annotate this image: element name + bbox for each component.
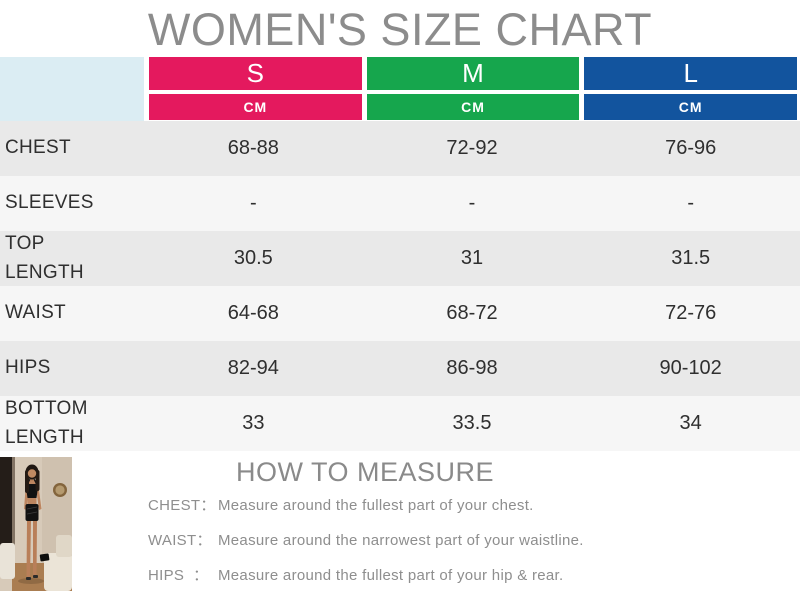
size-column-m: M CM — [366, 57, 580, 121]
cell-sleeves-l: - — [687, 192, 695, 214]
table-row-bottom-length: BOTTOM LENGTH 33 33.5 34 — [0, 396, 800, 451]
size-column-l: L CM — [584, 57, 798, 121]
row-label: SLEEVES — [0, 189, 144, 218]
table-header: S CM M CM L CM — [0, 57, 800, 121]
cell-hips-l: 90-102 — [659, 357, 722, 379]
unit-header-s: CM — [149, 94, 362, 120]
measure-item-label: HIPS ： — [148, 567, 209, 584]
cell-waist-l: 72-76 — [665, 302, 717, 324]
measure-item-hips: HIPS ： Measure around the fullest part o… — [148, 566, 800, 586]
cell-bottom-length-l: 34 — [679, 412, 702, 434]
cell-waist-s: 64-68 — [227, 302, 279, 324]
measure-heading: HOW TO MEASURE — [235, 457, 495, 487]
cell-bottom-length-m: 33.5 — [452, 412, 492, 434]
cell-chest-s: 68-88 — [227, 137, 279, 159]
size-header-s: S — [149, 57, 362, 90]
cell-top-length-s: 30.5 — [233, 247, 273, 269]
table-row-waist: WAIST 64-68 68-72 72-76 — [0, 286, 800, 341]
measure-instructions: CHEST： Measure around the fullest part o… — [148, 496, 800, 586]
cell-hips-m: 86-98 — [446, 357, 498, 379]
model-photo — [0, 457, 72, 591]
measure-item-label: WAIST： — [148, 532, 212, 549]
row-label-text: SLEEVES — [5, 192, 94, 214]
table-row-sleeves: SLEEVES - - - — [0, 176, 800, 231]
cell-top-length-l: 31.5 — [671, 247, 711, 269]
cell-bottom-length-s: 33 — [242, 412, 265, 434]
cell-sleeves-m: - — [468, 192, 476, 214]
cell-chest-m: 72-92 — [446, 137, 498, 159]
how-to-measure-section: HOW TO MEASURE CHEST： Measure around the… — [0, 455, 800, 594]
measure-item-waist: WAIST： Measure around the narrowest part… — [148, 531, 800, 551]
row-label: TOP LENGTH — [0, 230, 144, 287]
table-row-hips: HIPS 82-94 86-98 90-102 — [0, 341, 800, 396]
cell-top-length-m: 31 — [460, 247, 484, 269]
row-label: HIPS — [0, 354, 144, 383]
measure-item-text: Measure around the fullest part of your … — [218, 497, 534, 514]
cell-hips-s: 82-94 — [227, 357, 279, 379]
row-label: CHEST — [0, 134, 144, 163]
size-header-m: M — [366, 57, 580, 90]
unit-header-l: CM — [584, 94, 798, 120]
table-row-top-length: TOP LENGTH 30.5 31 31.5 — [0, 231, 800, 286]
measure-item-text: Measure around the fullest part of your … — [218, 567, 564, 584]
page-title: WOMEN'S SIZE CHART — [147, 4, 653, 55]
measure-item-label: CHEST： — [148, 497, 216, 514]
row-label-text: HIPS — [5, 357, 51, 379]
table-row-chest: CHEST 68-88 72-92 76-96 — [0, 121, 800, 176]
measure-item-text: Measure around the narrowest part of you… — [218, 532, 584, 549]
unit-header-m: CM — [366, 94, 580, 120]
row-label: BOTTOM LENGTH — [0, 395, 144, 452]
row-label: WAIST — [0, 299, 144, 328]
size-header-l: L — [584, 57, 798, 90]
row-label-text: CHEST — [5, 137, 71, 159]
cell-waist-m: 68-72 — [446, 302, 498, 324]
row-label-text: BOTTOM LENGTH — [5, 398, 88, 448]
size-column-s: S CM — [149, 57, 362, 121]
corner-cell — [0, 57, 144, 121]
size-table: S CM M CM L CM CHEST 68-88 72-92 76-96 S… — [0, 57, 800, 451]
row-label-text: TOP LENGTH — [5, 233, 84, 283]
measure-item-chest: CHEST： Measure around the fullest part o… — [148, 496, 800, 516]
row-label-text: WAIST — [5, 302, 66, 324]
cell-sleeves-s: - — [250, 192, 257, 214]
cell-chest-l: 76-96 — [665, 137, 717, 159]
